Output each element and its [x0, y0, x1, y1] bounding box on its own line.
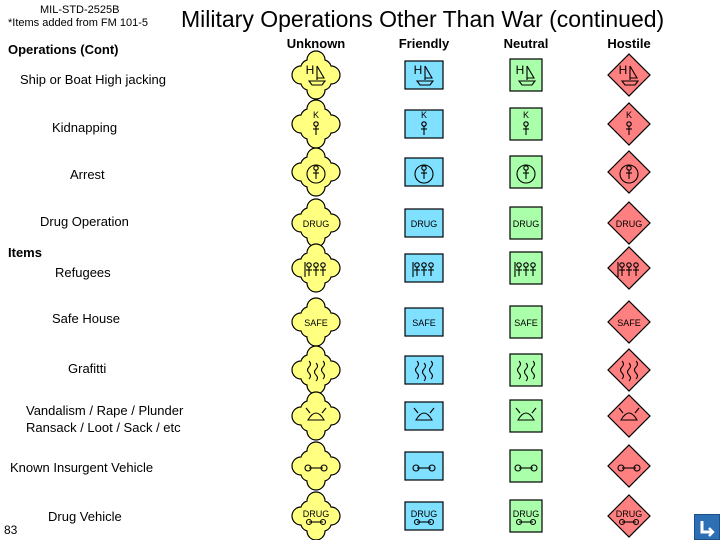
arrest-unknown-icon	[291, 147, 341, 197]
row-label-ship-hijacking: Ship or Boat High jacking	[20, 72, 166, 87]
column-header-hostile: Hostile	[607, 36, 651, 51]
ship-hijack-neutral-icon: H	[509, 58, 543, 92]
row-label-graffiti: Grafitti	[68, 361, 107, 376]
safe-house-neutral-icon: SAFE	[509, 305, 543, 339]
drug-text-friendly-icon: DRUG	[404, 208, 444, 238]
row-label-vandalism-line1: Vandalism / Rape / Plunder	[26, 403, 184, 418]
svg-text:K: K	[313, 110, 319, 120]
svg-text:SAFE: SAFE	[304, 318, 328, 328]
refugees-neutral-icon	[509, 251, 543, 285]
column-header-friendly: Friendly	[398, 36, 450, 51]
row-label-insurgent-vehicle: Known Insurgent Vehicle	[10, 460, 154, 475]
svg-text:SAFE: SAFE	[514, 318, 538, 328]
kidnapping-hostile-icon: K	[607, 102, 651, 146]
home-return-icon[interactable]	[694, 514, 720, 540]
svg-text:H: H	[619, 63, 628, 77]
svg-text:DRUG: DRUG	[411, 219, 438, 229]
svg-text:K: K	[421, 110, 427, 120]
row-label-drug-vehicle: Drug Vehicle	[48, 509, 122, 524]
page-title: Military Operations Other Than War (cont…	[181, 6, 665, 32]
graffiti-unknown-icon	[291, 345, 341, 395]
drug-vehicle-friendly-icon: DRUG	[404, 501, 444, 531]
kidnapping-friendly-icon: K	[404, 109, 444, 139]
svg-text:DRUG: DRUG	[513, 219, 540, 229]
column-header-unknown: Unknown	[286, 36, 346, 51]
ship-hijack-friendly-icon: H	[404, 60, 444, 90]
drug-text-unknown-icon: DRUG	[291, 198, 341, 248]
row-label-drug-operation: Drug Operation	[40, 214, 129, 229]
drug-vehicle-unknown-icon: DRUG	[291, 491, 341, 540]
svg-text:DRUG: DRUG	[616, 509, 643, 519]
graffiti-neutral-icon	[509, 353, 543, 387]
drug-text-neutral-icon: DRUG	[509, 206, 543, 240]
ship-hijack-hostile-icon: H	[607, 53, 651, 97]
vehicle-hostile-icon	[607, 444, 651, 488]
refugees-hostile-icon	[607, 246, 651, 290]
refugees-friendly-icon	[404, 253, 444, 283]
svg-text:DRUG: DRUG	[616, 219, 643, 229]
drug-vehicle-neutral-icon: DRUG	[509, 499, 543, 533]
column-header-neutral: Neutral	[503, 36, 549, 51]
vandalism-neutral-icon	[509, 399, 543, 433]
svg-text:H: H	[414, 63, 423, 77]
row-label-vandalism: Vandalism / Rape / Plunder Ransack / Loo…	[26, 402, 184, 436]
section-label: Operations (Cont)	[8, 42, 119, 57]
vehicle-friendly-icon	[404, 451, 444, 481]
row-label-vandalism-line2: Ransack / Loot / Sack / etc	[26, 420, 181, 435]
vandalism-unknown-icon	[291, 391, 341, 441]
svg-text:SAFE: SAFE	[617, 318, 641, 328]
row-label-refugees: Refugees	[55, 265, 111, 280]
safe-house-unknown-icon: SAFE	[291, 297, 341, 347]
vandalism-friendly-icon	[404, 401, 444, 431]
svg-text:H: H	[306, 63, 315, 77]
safe-house-hostile-icon: SAFE	[607, 300, 651, 344]
refugees-unknown-icon	[291, 243, 341, 293]
vehicle-unknown-icon	[291, 441, 341, 491]
graffiti-friendly-icon	[404, 355, 444, 385]
drug-vehicle-hostile-icon: DRUG	[607, 494, 651, 538]
ship-hijack-unknown-icon: H	[291, 50, 341, 100]
svg-text:H: H	[516, 63, 525, 77]
fm-note: *Items added from FM 101-5	[8, 17, 149, 29]
arrest-neutral-icon	[509, 155, 543, 189]
arrest-hostile-icon	[607, 150, 651, 194]
drug-text-hostile-icon: DRUG	[607, 201, 651, 245]
graffiti-hostile-icon	[607, 348, 651, 392]
kidnapping-unknown-icon: K	[291, 99, 341, 149]
svg-text:DRUG: DRUG	[303, 509, 330, 519]
vehicle-neutral-icon	[509, 449, 543, 483]
svg-text:SAFE: SAFE	[412, 318, 436, 328]
arrest-friendly-icon	[404, 157, 444, 187]
standard-label: MIL-STD-2525B	[40, 4, 120, 16]
items-section-label: Items	[8, 245, 42, 260]
svg-text:DRUG: DRUG	[411, 509, 438, 519]
row-label-safe-house: Safe House	[52, 311, 120, 326]
svg-text:DRUG: DRUG	[513, 509, 540, 519]
svg-text:DRUG: DRUG	[303, 219, 330, 229]
row-label-arrest: Arrest	[70, 167, 105, 182]
kidnapping-neutral-icon: K	[509, 107, 543, 141]
safe-house-friendly-icon: SAFE	[404, 307, 444, 337]
vandalism-hostile-icon	[607, 394, 651, 438]
svg-text:K: K	[523, 110, 529, 120]
row-label-kidnapping: Kidnapping	[52, 120, 118, 135]
svg-text:K: K	[626, 110, 632, 120]
page-number: 83	[4, 523, 18, 537]
